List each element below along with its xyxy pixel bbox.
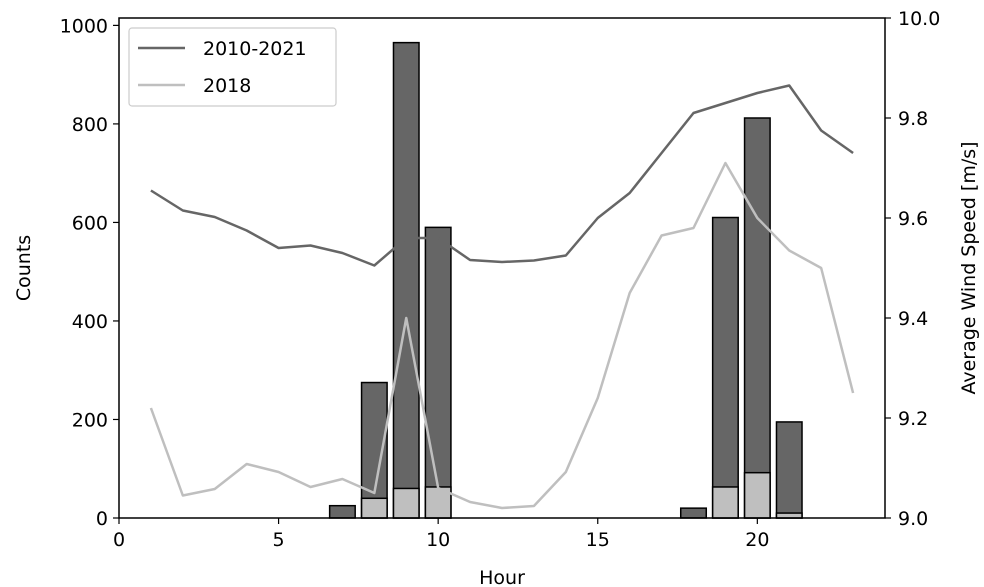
- bar-2018-hour-19: [711, 486, 739, 519]
- y2-tick-label: 9.0: [898, 508, 928, 530]
- y-tick-label: 0: [96, 508, 108, 530]
- bar-total-hour-9: [392, 41, 420, 519]
- y2-tick-label: 9.8: [898, 108, 928, 130]
- x-tick-label: 15: [586, 529, 610, 551]
- x-axis: 0 5 10 15 20: [113, 518, 769, 551]
- lines: [149, 84, 855, 510]
- legend: 2010-2021 2018: [128, 27, 337, 107]
- bar-2018-hour-20: [743, 471, 771, 519]
- bar-2018-hour-8: [360, 497, 388, 519]
- bar-2018-hour-9: [392, 487, 420, 519]
- legend-label-2018: 2018: [203, 75, 251, 97]
- y-axis-right: 9.0 9.2 9.4 9.6 9.8 10.0: [885, 8, 940, 530]
- y2-tick-label: 10.0: [898, 8, 940, 30]
- bars-total: [328, 41, 803, 519]
- line-2010-2021: [150, 84, 854, 267]
- y2-tick-label: 9.2: [898, 408, 928, 430]
- x-tick-label: 20: [745, 529, 769, 551]
- y-axis-left: 0 200 400 600 800 1000: [60, 15, 119, 530]
- y2-tick-label: 9.6: [898, 208, 928, 230]
- bar-total-hour-10: [424, 226, 452, 519]
- line-2018: [149, 161, 855, 510]
- x-axis-label: Hour: [479, 567, 525, 587]
- bar-total-hour-18: [679, 507, 708, 519]
- legend-label-2010-2021: 2010-2021: [203, 38, 307, 60]
- x-tick-label: 5: [273, 529, 285, 551]
- y-tick-label: 600: [72, 212, 108, 234]
- x-tick-label: 10: [426, 529, 450, 551]
- y-tick-label: 1000: [60, 15, 108, 37]
- y2-tick-label: 9.4: [898, 308, 928, 330]
- y-tick-label: 200: [72, 409, 108, 431]
- plot-frame: [118, 17, 886, 519]
- y-axis-label: Counts: [13, 235, 35, 301]
- y2-axis-label: Average Wind Speed [m/s]: [958, 141, 980, 394]
- bar-total-hour-19: [711, 216, 739, 519]
- y-tick-label: 400: [72, 311, 108, 333]
- y-tick-label: 800: [72, 114, 108, 136]
- bar-total-hour-20: [743, 117, 771, 519]
- bar-total-hour-7: [328, 504, 356, 519]
- x-tick-label: 0: [113, 529, 125, 551]
- bar-total-hour-21: [775, 421, 803, 519]
